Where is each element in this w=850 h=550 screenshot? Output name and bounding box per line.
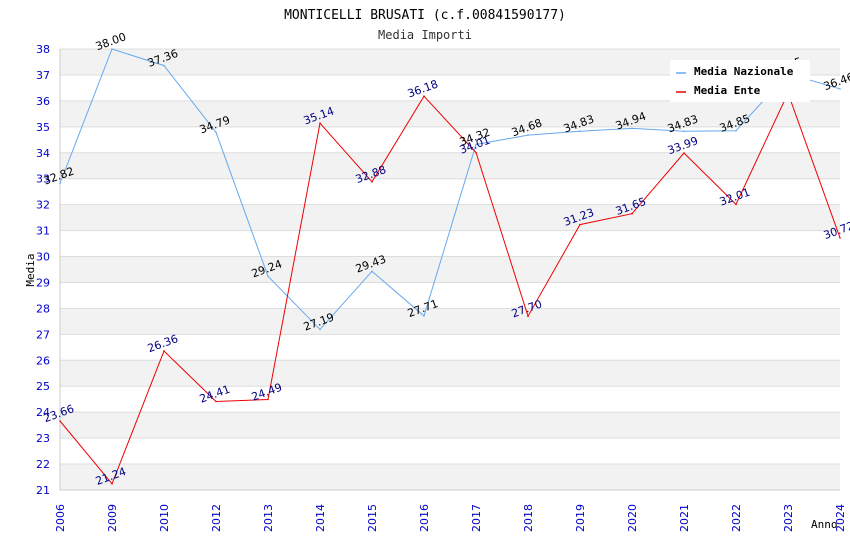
data-point [683, 152, 685, 154]
x-tick-label: 2010 [158, 504, 171, 532]
series-line-media-nazionale [59, 48, 841, 331]
grid-band [60, 464, 840, 490]
y-tick-label: 31 [36, 225, 50, 238]
y-tick-label: 22 [36, 458, 50, 471]
y-axis-ticks: 21 22 23 24 25 26 27 28 29 30 31 32 33 34 35 36 37 38 [36, 43, 50, 497]
y-tick-label: 21 [36, 484, 50, 497]
grid-band [60, 100, 840, 127]
data-point [631, 127, 633, 130]
data-point [111, 48, 113, 50]
y-tick-label: 24 [36, 406, 50, 419]
y-tick-label: 27 [36, 328, 50, 341]
legend-background [670, 60, 810, 102]
data-point [163, 350, 165, 352]
x-tick-label: 2023 [782, 504, 795, 532]
data-point [59, 182, 61, 185]
y-axis-label: Media [24, 253, 37, 286]
data-point [579, 130, 581, 133]
x-tick-label: 2021 [678, 504, 691, 532]
chart-title: MONTICELLI BRUSATI (c.f.00841590177) [284, 8, 566, 23]
series-line-media-ente [59, 91, 841, 485]
x-tick-label: 2016 [418, 504, 431, 532]
data-point [631, 212, 633, 215]
data-point [683, 130, 685, 133]
data-point [475, 143, 477, 146]
x-tick-label: 2012 [210, 504, 223, 532]
data-point [579, 223, 581, 226]
x-tick-label: 2022 [730, 504, 743, 532]
data-point [527, 134, 529, 136]
data-point [735, 203, 737, 206]
y-tick-label: 36 [36, 95, 50, 108]
grid-band [60, 308, 840, 335]
grid-band [60, 256, 840, 283]
data-point [475, 151, 477, 154]
data-point [319, 122, 321, 124]
y-tick-label: 34 [36, 147, 50, 160]
data-point [59, 420, 61, 422]
data-point [371, 181, 373, 183]
y-tick-label: 33 [36, 173, 50, 186]
x-tick-label: 2015 [366, 504, 379, 532]
grid-band [60, 438, 840, 465]
x-tick-label: 2020 [626, 504, 639, 532]
x-tick-label: 2013 [262, 504, 275, 532]
data-point [111, 482, 113, 485]
y-tick-label: 25 [36, 380, 50, 393]
data-point [839, 237, 841, 239]
data-point [423, 95, 425, 98]
data-point [215, 400, 217, 403]
series-lines [59, 48, 841, 485]
y-tick-label: 30 [36, 251, 50, 264]
y-tick-label: 37 [36, 69, 50, 82]
data-point [527, 315, 529, 317]
data-point [371, 270, 373, 273]
data-point [839, 88, 841, 90]
y-tick-label: 26 [36, 354, 50, 367]
data-point [163, 64, 165, 67]
x-tick-label: 2014 [314, 504, 327, 532]
grid-band [60, 178, 840, 205]
data-point [735, 129, 737, 132]
y-tick-label: 29 [36, 276, 50, 289]
grid-band [60, 360, 840, 387]
x-axis-ticks: 2006 2009 2010 2012 2013 2014 2015 2016 2017 2018… [54, 504, 847, 532]
data-point [267, 275, 269, 278]
grid-band [60, 230, 840, 257]
x-tick-label: 2018 [522, 504, 535, 532]
y-tick-label: 23 [36, 432, 50, 445]
x-tick-label: 2024 [834, 504, 847, 532]
y-tick-label: 38 [36, 43, 50, 56]
grid-band [60, 386, 840, 413]
grid-band [60, 204, 840, 231]
y-tick-label: 35 [36, 121, 50, 134]
x-tick-label: 2017 [470, 504, 483, 532]
x-tick-label: 2006 [54, 504, 67, 532]
y-tick-label: 28 [36, 302, 50, 315]
y-tick-label: 32 [36, 199, 50, 212]
grid-band [60, 152, 840, 179]
legend-label-media-ente: Media Ente [694, 84, 761, 97]
grid-band [60, 412, 840, 439]
data-point [423, 315, 425, 317]
grid-bands [60, 49, 840, 490]
chart-subtitle: Media Importi [378, 28, 472, 42]
x-axis-label: Anno [811, 518, 838, 531]
data-point [267, 398, 269, 401]
data-point [319, 328, 321, 331]
x-tick-label: 2009 [106, 504, 119, 532]
legend-label-media-nazionale: Media Nazionale [694, 65, 794, 78]
grid-band [60, 334, 840, 361]
legend: Media Nazionale Media Ente [670, 60, 810, 102]
grid-band [60, 282, 840, 309]
data-point [215, 131, 217, 134]
x-tick-label: 2019 [574, 504, 587, 532]
